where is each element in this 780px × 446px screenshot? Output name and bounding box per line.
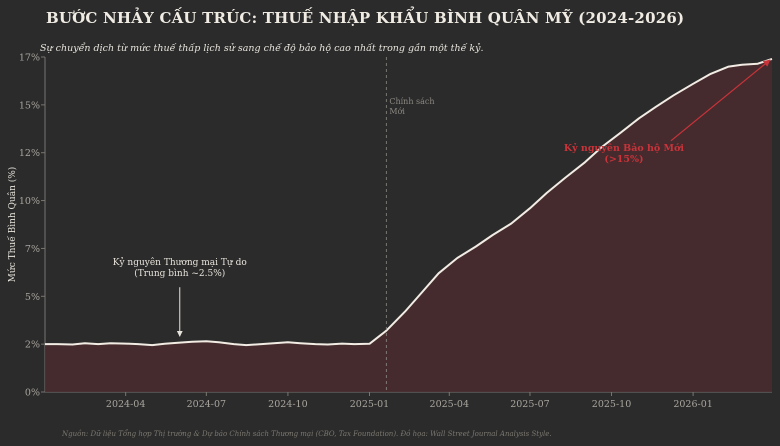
- x-tick-label: 2026-01: [673, 399, 712, 410]
- x-tick-label: 2024-07: [187, 399, 226, 410]
- protection-annotation: (>15%): [604, 154, 643, 165]
- protection-annotation: Kỷ nguyên Bảo hộ Mới: [564, 143, 685, 154]
- x-tick-label: 2024-10: [268, 399, 307, 410]
- series-line: [45, 57, 773, 347]
- y-tick-label: 17%: [19, 53, 40, 64]
- x-tick-label: 2025-10: [592, 399, 631, 410]
- y-tick-label: 10%: [19, 196, 40, 207]
- y-tick-label: 7%: [25, 244, 40, 255]
- y-tick-label: 5%: [25, 292, 40, 303]
- x-tick-label: 2025-04: [430, 399, 469, 410]
- chart-title: BƯỚC NHẢY CẤU TRÚC: THUẾ NHẬP KHẨU BÌNH …: [46, 9, 685, 27]
- y-tick-label: 0%: [25, 388, 40, 399]
- policy-label: Mới: [389, 107, 405, 116]
- series-area: [45, 58, 772, 393]
- policy-label: Chính sách: [389, 97, 434, 106]
- x-tick-label: 2025-01: [350, 399, 389, 410]
- free-trade-annotation: Kỷ nguyên Thương mại Tự do: [113, 257, 247, 268]
- x-tick-label: 2024-04: [106, 399, 145, 410]
- protection-arrow: [670, 59, 771, 142]
- x-tick-label: 2025-07: [510, 399, 549, 410]
- source-note: Nguồn: Dữ liệu Tổng hợp Thị trường & Dự …: [62, 430, 552, 438]
- y-tick-label: 15%: [19, 100, 40, 111]
- y-tick-label: 12%: [19, 148, 40, 159]
- chart-subtitle: Sự chuyển dịch từ mức thuế thấp lịch sử …: [40, 43, 484, 54]
- y-axis-title: Mức Thuế Bình Quân (%): [7, 167, 18, 283]
- free-trade-annotation: (Trung bình ~2.5%): [134, 268, 225, 279]
- y-tick-label: 2%: [25, 340, 40, 351]
